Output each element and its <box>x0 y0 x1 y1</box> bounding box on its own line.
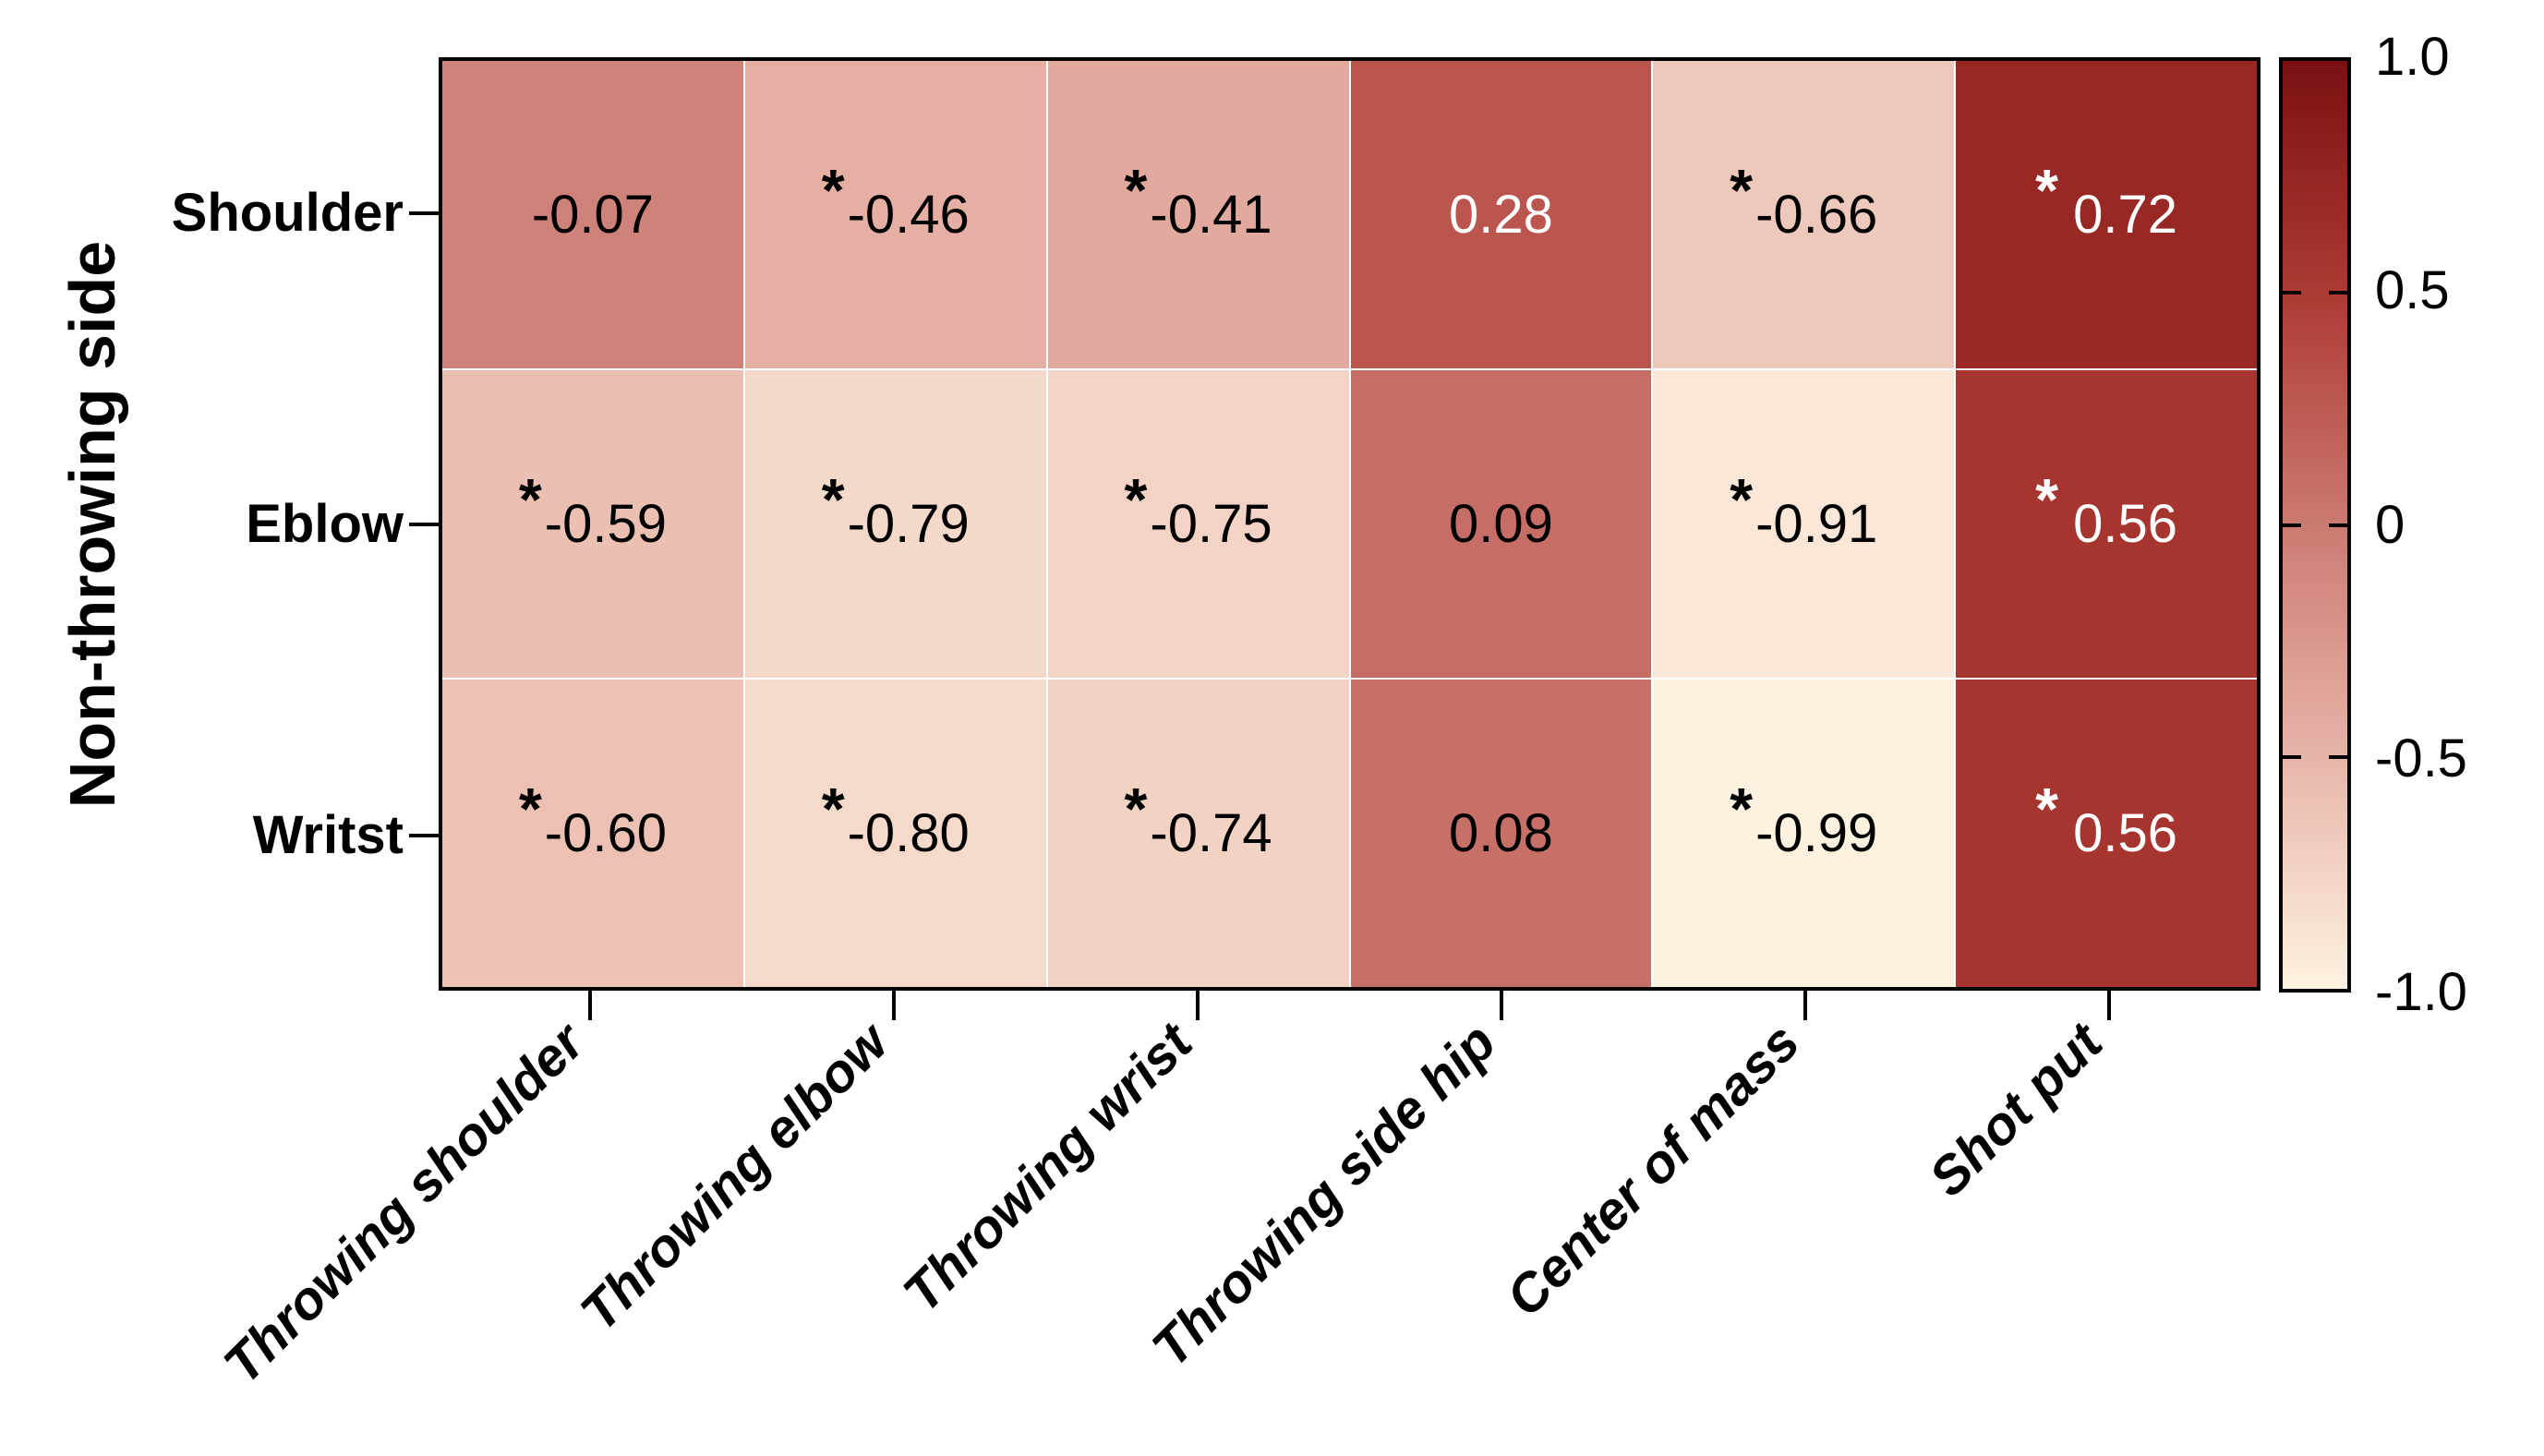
significance-asterisk: * <box>821 156 845 223</box>
cell-value: -0.66 <box>1755 184 1878 245</box>
x-tick-label: Center of mass <box>1494 1012 1811 1329</box>
heatmap-cell: * -0.79 <box>744 370 1046 678</box>
colorbar-tick-label: -0.5 <box>2375 728 2467 788</box>
colorbar-tick-mark <box>2283 754 2301 759</box>
cell-value: 0.28 <box>1448 184 1553 245</box>
x-tick-mark <box>1499 991 1503 1020</box>
x-tick-label: Throwing side hip <box>1140 1012 1507 1378</box>
colorbar-tick-label: 0 <box>2375 494 2405 555</box>
cell-value: -0.60 <box>544 802 667 863</box>
significance-asterisk: * <box>821 775 845 842</box>
heatmap-cell: -0.07 <box>442 61 743 368</box>
significance-asterisk: * <box>821 465 845 533</box>
cell-value: 0.56 <box>2073 493 2177 554</box>
x-tick-label: Throwing wrist <box>891 1012 1204 1324</box>
colorbar-tick-mark <box>2329 523 2347 527</box>
significance-asterisk: * <box>518 775 542 842</box>
cell-value: -0.07 <box>531 184 655 245</box>
heatmap-cell: * 0.56 <box>1956 680 2257 987</box>
y-tick-label: Eblow <box>246 493 404 554</box>
heatmap-cell: 0.09 <box>1350 370 1652 678</box>
heatmap-cell: * -0.60 <box>442 680 743 987</box>
y-tick-mark <box>409 522 439 526</box>
cell-value: 0.09 <box>1448 493 1553 554</box>
heatmap-cell: * -0.80 <box>744 680 1046 987</box>
x-tick-mark <box>892 991 897 1020</box>
cell-value: -0.79 <box>847 493 970 554</box>
x-tick-label: Throwing elbow <box>569 1012 900 1343</box>
colorbar-tick-label: 0.5 <box>2375 260 2450 321</box>
cell-value: -0.99 <box>1755 802 1878 863</box>
significance-asterisk: * <box>2035 775 2059 842</box>
heatmap-cell: * -0.59 <box>442 370 743 678</box>
heatmap-cell: * 0.72 <box>1956 61 2257 368</box>
significance-asterisk: * <box>2035 156 2059 223</box>
heatmap-cell: * 0.56 <box>1956 370 2257 678</box>
heatmap-cell: * -0.41 <box>1047 61 1349 368</box>
colorbar-tick-mark <box>2283 523 2301 527</box>
y-tick-label: Writst <box>252 804 404 865</box>
significance-asterisk: * <box>1730 775 1754 842</box>
y-tick-label: Shoulder <box>171 182 404 243</box>
colorbar <box>2279 57 2351 993</box>
colorbar-tick-label: -1.0 <box>2375 962 2467 1022</box>
colorbar-tick-mark <box>2283 291 2301 295</box>
x-tick-label: Throwing shoulder <box>212 1012 597 1396</box>
cell-value: -0.46 <box>847 184 970 245</box>
y-tick-mark <box>409 833 439 837</box>
significance-asterisk: * <box>1730 156 1754 223</box>
heatmap-cell: * -0.75 <box>1047 370 1349 678</box>
x-tick-mark <box>1196 991 1200 1020</box>
heatmap-grid: -0.07 * -0.46 * -0.41 0.28 * -0.66 * 0.72 * -0.59 * -… <box>439 57 2261 991</box>
colorbar-tick-label: 1.0 <box>2375 27 2450 87</box>
heatmap-cell: * -0.74 <box>1047 680 1349 987</box>
y-tick-mark <box>409 211 439 215</box>
significance-asterisk: * <box>2035 465 2059 533</box>
significance-asterisk: * <box>1124 156 1148 223</box>
colorbar-tick-mark <box>2329 291 2347 295</box>
cell-value: -0.80 <box>847 802 970 863</box>
cell-value: 0.56 <box>2073 802 2177 863</box>
cell-value: -0.75 <box>1150 493 1272 554</box>
colorbar-tick-mark <box>2329 754 2347 759</box>
x-tick-mark <box>2106 991 2111 1020</box>
heatmap-cell: 0.28 <box>1350 61 1652 368</box>
cell-value: -0.59 <box>544 493 667 554</box>
cell-value: 0.72 <box>2073 184 2177 245</box>
x-tick-mark <box>1803 991 1807 1020</box>
significance-asterisk: * <box>1730 465 1754 533</box>
heatmap-cell: * -0.91 <box>1653 370 1955 678</box>
significance-asterisk: * <box>1124 465 1148 533</box>
heatmap-cell: 0.08 <box>1350 680 1652 987</box>
heatmap-cell: * -0.46 <box>744 61 1046 368</box>
cell-value: -0.74 <box>1150 802 1272 863</box>
x-tick-mark <box>588 991 593 1020</box>
significance-asterisk: * <box>518 465 542 533</box>
x-tick-label: Shot put <box>1918 1012 2115 1209</box>
significance-asterisk: * <box>1124 775 1148 842</box>
cell-value: 0.08 <box>1448 802 1553 863</box>
cell-value: -0.91 <box>1755 493 1878 554</box>
cell-value: -0.41 <box>1150 184 1272 245</box>
heatmap-cell: * -0.99 <box>1653 680 1955 987</box>
heatmap-cell: * -0.66 <box>1653 61 1955 368</box>
